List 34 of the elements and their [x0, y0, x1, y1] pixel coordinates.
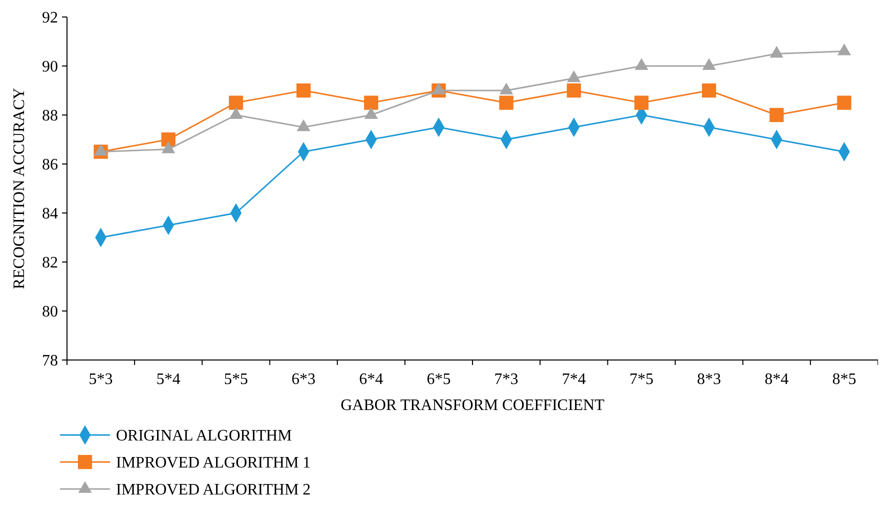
x-tick-label: 6*4: [359, 371, 384, 388]
y-tick-label: 92: [42, 10, 58, 27]
y-tick-label: 90: [42, 58, 58, 76]
x-tick-label: 5*4: [156, 371, 180, 388]
x-tick-label: 7*4: [562, 371, 586, 388]
x-tick-label: 6*3: [292, 371, 316, 388]
point: [702, 83, 716, 98]
y-tick-label: 88: [42, 108, 58, 125]
point: [499, 96, 514, 110]
legend-label: ORIGINAL ALGORITHM: [116, 428, 292, 445]
x-tick-label: 8*4: [764, 371, 789, 388]
y-tick-label: 80: [42, 304, 58, 321]
legend-label: IMPROVED ALGORITHM 2: [116, 482, 311, 499]
x-tick-label: 8*3: [697, 371, 722, 388]
x-tick-label: 5*3: [88, 371, 113, 388]
y-tick-label: 84: [42, 206, 58, 223]
legend-label: IMPROVED ALGORITHM 1: [116, 454, 311, 472]
point: [566, 83, 581, 98]
y-tick-label: 86: [42, 156, 58, 174]
x-tick-label: 7*5: [629, 371, 654, 388]
point: [634, 96, 649, 110]
x-tick-label: 7*3: [494, 371, 518, 388]
point: [228, 96, 244, 110]
y-tick-label: 82: [42, 254, 58, 272]
point: [837, 96, 852, 110]
point: [364, 96, 378, 110]
point: [296, 83, 311, 98]
y-axis-title: RECOGNITION ACCURACY: [11, 87, 28, 290]
y-tick-label: 78: [42, 352, 58, 370]
x-axis-title: GABOR TRANSFORM COEFFICIENT: [340, 397, 605, 414]
x-tick-label: 8*5: [832, 371, 856, 388]
x-tick-label: 6*5: [426, 371, 451, 388]
point: [770, 108, 784, 122]
x-tick-label: 5*5: [224, 371, 248, 388]
